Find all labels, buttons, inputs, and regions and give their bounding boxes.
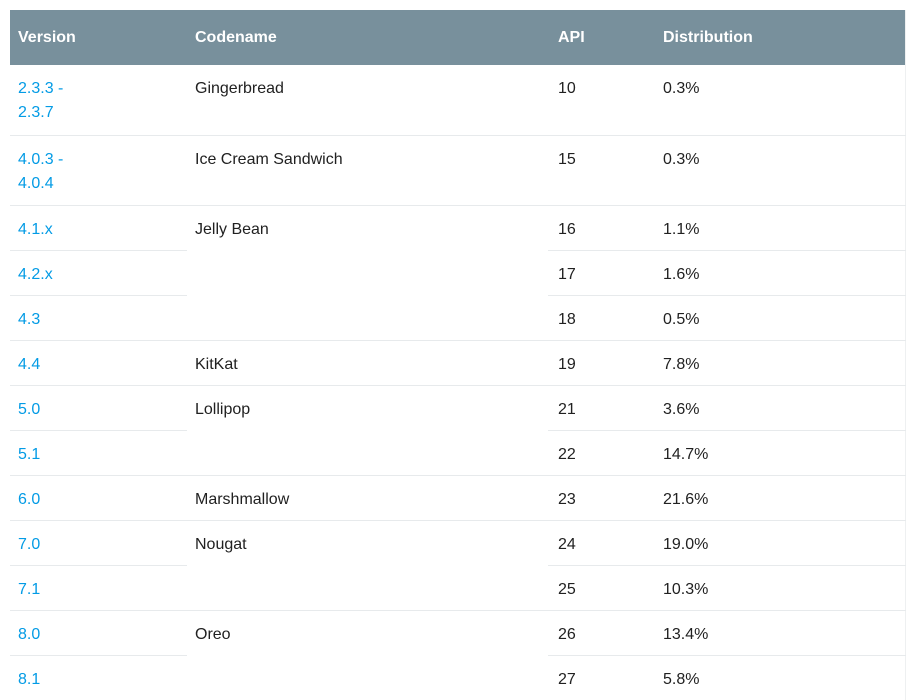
table-row: 4.1.x Jelly Bean 16 1.1% xyxy=(10,205,905,341)
table-row: 4.2.x 17 1.6% xyxy=(10,250,905,296)
codename-cell: Lollipop xyxy=(187,385,548,476)
column-header-version: Version xyxy=(10,10,187,65)
version-cell: 4.3 xyxy=(10,295,187,341)
api-cell: 25 xyxy=(548,565,653,611)
version-link[interactable]: 5.1 xyxy=(18,443,179,467)
distribution-cell: 7.8% xyxy=(653,340,905,386)
version-cell: 6.0 xyxy=(10,475,187,521)
distribution-cell: 0.3% xyxy=(653,135,905,206)
version-link[interactable]: 4.4 xyxy=(18,353,179,377)
api-cell: 22 xyxy=(548,430,653,476)
codename-cell: Nougat xyxy=(187,520,548,611)
android-versions-table: Version Codename API Distribution 2.3.3 … xyxy=(10,10,906,700)
codename-cell: Oreo xyxy=(195,625,231,643)
version-cell: 7.1 xyxy=(10,565,187,611)
table-row: 7.1 25 10.3% xyxy=(10,565,905,611)
table-row: 2.3.3 - 2.3.7 Gingerbread 10 0.3% xyxy=(10,65,905,136)
api-cell: 19 xyxy=(548,340,653,386)
version-link[interactable]: 7.1 xyxy=(18,578,179,602)
version-link[interactable]: 4.0.3 - 4.0.4 xyxy=(18,148,179,196)
api-cell: 21 xyxy=(548,385,653,431)
api-cell: 15 xyxy=(548,135,653,206)
version-cell: 4.2.x xyxy=(10,250,187,296)
version-link[interactable]: 4.1.x xyxy=(18,218,179,242)
version-line: 4.4 xyxy=(18,355,41,373)
version-line: 8.1 xyxy=(18,670,41,688)
distribution-cell: 3.6% xyxy=(653,385,905,431)
version-link[interactable]: 4.2.x xyxy=(18,263,179,287)
version-cell: 2.3.3 - 2.3.7 xyxy=(10,65,187,136)
table-row: 8.0 Oreo 26 13.4% xyxy=(10,610,905,656)
version-link[interactable]: 8.0 xyxy=(18,623,179,647)
version-line: 5.0 xyxy=(18,400,41,418)
codename-cell: Jelly Bean xyxy=(187,205,548,341)
version-link[interactable]: 5.0 xyxy=(18,398,179,422)
version-cell: 4.4 xyxy=(10,340,187,386)
table-row: 4.0.3 - 4.0.4 Ice Cream Sandwich 15 0.3% xyxy=(10,135,905,206)
column-header-codename: Codename xyxy=(187,10,548,65)
codename-cell: Gingerbread xyxy=(187,65,548,136)
distribution-cell: 19.0% xyxy=(653,520,905,566)
distribution-cell: 1.6% xyxy=(653,250,905,296)
table-row: 7.0 Nougat 24 19.0% xyxy=(10,520,905,611)
version-line: 2.3.7 xyxy=(18,104,54,121)
distribution-cell: 5.8% xyxy=(663,670,700,688)
api-cell: 27 xyxy=(558,670,576,688)
version-line: 8.0 xyxy=(18,625,41,643)
version-cell: 8.1 xyxy=(10,655,187,700)
version-cell: 5.0 xyxy=(10,385,187,431)
column-header-api: API xyxy=(548,10,653,65)
version-line: 5.1 xyxy=(18,445,41,463)
distribution-cell: 10.3% xyxy=(653,565,905,611)
codename-cell: Ice Cream Sandwich xyxy=(187,135,548,206)
version-line: 4.1.x xyxy=(18,220,53,238)
version-link[interactable]: 4.3 xyxy=(18,308,179,332)
table-header-row: Version Codename API Distribution xyxy=(10,10,905,65)
api-cell: 17 xyxy=(548,250,653,296)
table-row: 4.4 KitKat 19 7.8% xyxy=(10,340,905,386)
api-cell: 23 xyxy=(548,475,653,521)
api-cell: 10 xyxy=(548,65,653,136)
api-cell: 26 xyxy=(548,610,653,656)
codename-cell: KitKat xyxy=(187,340,548,386)
distribution-cell: 0.5% xyxy=(653,295,905,341)
version-line: 4.2.x xyxy=(18,265,53,283)
distribution-cell: 0.3% xyxy=(653,65,905,136)
version-line: 4.0.4 xyxy=(18,174,54,192)
table-row: 8.1 27 5.8% xyxy=(10,655,905,700)
table-row: 5.1 22 14.7% xyxy=(10,430,905,476)
distribution-cell: 13.4% xyxy=(653,610,905,656)
version-link[interactable]: 6.0 xyxy=(18,488,179,512)
distribution-cell: 21.6% xyxy=(653,475,905,521)
version-link[interactable]: 2.3.3 - 2.3.7 xyxy=(18,77,179,125)
codename-cell: Marshmallow xyxy=(187,475,548,521)
version-link[interactable]: 8.1 xyxy=(18,668,179,692)
api-cell: 18 xyxy=(548,295,653,341)
version-line: 4.3 xyxy=(18,310,41,328)
version-cell: 7.0 xyxy=(10,520,187,566)
version-line: 6.0 xyxy=(18,490,41,508)
version-line: 7.0 xyxy=(18,535,41,553)
table-row: 6.0 Marshmallow 23 21.6% xyxy=(10,475,905,521)
table-row: 4.3 18 0.5% xyxy=(10,295,905,341)
version-cell: 8.0 xyxy=(10,610,187,656)
version-cell: 4.0.3 - 4.0.4 xyxy=(10,135,187,206)
column-header-distribution: Distribution xyxy=(653,10,905,65)
api-cell: 16 xyxy=(548,205,653,251)
table-row: 5.0 Lollipop 21 3.6% xyxy=(10,385,905,476)
version-line: 2.3.3 - xyxy=(18,80,64,97)
version-cell: 5.1 xyxy=(10,430,187,476)
distribution-cell: 14.7% xyxy=(653,430,905,476)
api-cell: 24 xyxy=(548,520,653,566)
version-link[interactable]: 7.0 xyxy=(18,533,179,557)
version-cell: 4.1.x xyxy=(10,205,187,251)
distribution-cell: 1.1% xyxy=(653,205,905,251)
version-line: 7.1 xyxy=(18,580,41,598)
version-line: 4.0.3 - xyxy=(18,150,64,168)
